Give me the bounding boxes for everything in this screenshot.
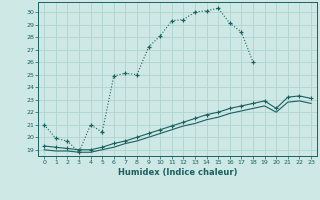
X-axis label: Humidex (Indice chaleur): Humidex (Indice chaleur) xyxy=(118,168,237,177)
